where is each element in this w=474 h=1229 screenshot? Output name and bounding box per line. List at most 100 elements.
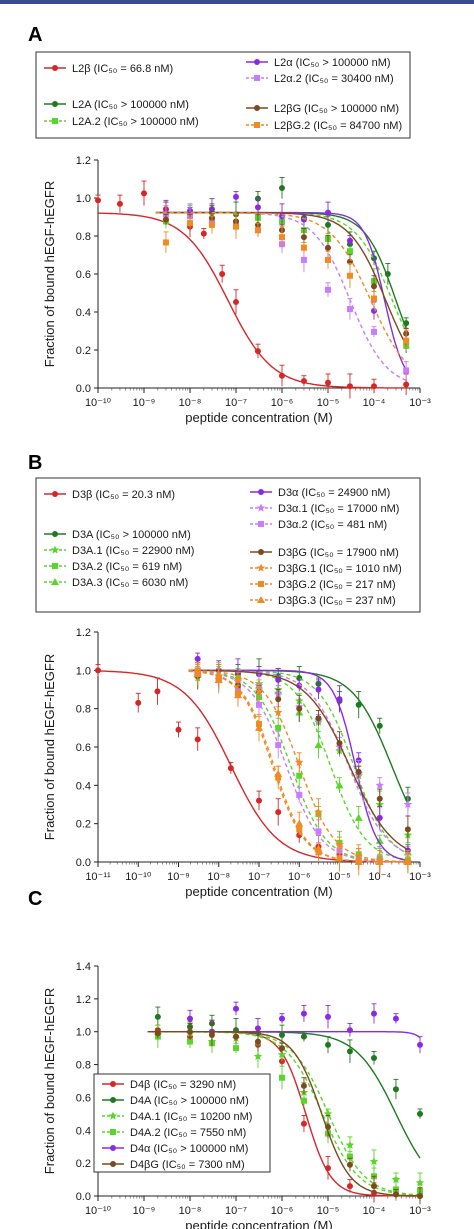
data-point — [346, 383, 353, 390]
data-point — [375, 836, 384, 844]
data-point — [375, 780, 384, 789]
data-point — [187, 1038, 193, 1045]
series-2 — [147, 1006, 423, 1159]
x-tick-label: 10⁻⁶ — [271, 397, 294, 409]
data-point — [371, 1010, 377, 1017]
fit-curve — [155, 211, 407, 346]
legend-marker — [52, 101, 58, 107]
data-point — [200, 230, 207, 237]
legend-entry: D3A (IC₅₀ > 100000 nM) — [44, 529, 191, 541]
data-point — [355, 768, 362, 775]
data-point — [300, 244, 307, 251]
legend-marker — [52, 491, 58, 497]
legend-marker — [254, 75, 260, 81]
legend-label: D3A (IC₅₀ > 100000 nM) — [72, 529, 191, 541]
data-point — [325, 209, 331, 216]
data-point — [417, 1110, 423, 1117]
data-point — [295, 757, 304, 766]
data-point — [392, 1015, 399, 1022]
x-tick-label: 10⁻⁸ — [207, 871, 230, 883]
data-point — [254, 227, 261, 234]
data-point — [279, 234, 285, 241]
y-tick-label: 0.8 — [76, 704, 91, 716]
x-tick-label: 10⁻⁴ — [368, 871, 391, 883]
data-point — [315, 715, 322, 722]
data-point — [254, 1025, 261, 1032]
x-tick-label: 10⁻³ — [409, 1205, 431, 1217]
y-tick-label: 0.4 — [76, 780, 91, 792]
y-tick-label: 1.2 — [76, 155, 91, 167]
data-point — [296, 705, 303, 712]
data-point — [371, 283, 377, 290]
legend-entry: D4A.1 (IC₅₀ = 10200 nM) — [102, 1111, 252, 1123]
data-point — [274, 769, 283, 777]
y-tick-label: 1.0 — [76, 193, 91, 205]
y-tick-label: 1.0 — [76, 1027, 91, 1039]
data-point — [162, 239, 169, 246]
panel-label-c: C — [28, 888, 43, 910]
legend-entry: L2βG (IC₅₀ > 100000 nM) — [246, 103, 399, 115]
data-point — [300, 234, 307, 241]
y-tick-label: 0.2 — [76, 1158, 91, 1170]
data-point — [135, 699, 142, 706]
legend-marker — [254, 122, 260, 128]
y-tick-label: 0.0 — [76, 1191, 91, 1203]
legend-entry: D3α.1 (IC₅₀ = 17000 nM) — [250, 503, 399, 515]
legend-marker — [254, 59, 260, 65]
data-point — [279, 185, 285, 192]
legend-marker — [110, 1129, 116, 1135]
legend-label: L2A (IC₅₀ > 100000 nM) — [72, 99, 189, 111]
x-tick-label: 10⁻⁷ — [225, 1205, 247, 1217]
legend-marker — [52, 563, 58, 569]
legend-marker — [258, 581, 264, 587]
data-point — [300, 1082, 307, 1089]
data-point — [296, 772, 303, 779]
legend-label: D3βG.1 (IC₅₀ = 1010 nM) — [278, 563, 402, 575]
data-point — [371, 1183, 377, 1190]
y-tick-label: 0.4 — [76, 307, 91, 319]
data-point — [253, 1051, 263, 1060]
legend-entry: D4βG (IC₅₀ = 7300 nM) — [102, 1159, 245, 1171]
panel-b: 0.0 0.2 0.4 0.6 0.8 1.0 1.2 10⁻¹¹ 10⁻¹⁰ 10⁻⁹ 10⁻⁸ 1… — [35, 477, 431, 899]
legend-label: L2A.2 (IC₅₀ > 100000 nM) — [72, 116, 199, 128]
legend-label: D3A.2 (IC₅₀ = 619 nM) — [72, 561, 182, 573]
data-point — [254, 348, 261, 355]
data-point — [336, 740, 343, 747]
data-point — [346, 1027, 353, 1034]
panel-c: 0.0 0.2 0.4 0.6 0.8 1.0 1.2 1.4 10⁻¹⁰ 10⁻⁹ 10⁻⁸ 10⁻… — [42, 961, 431, 1229]
legend-label: D3A.3 (IC₅₀ = 6030 nM) — [72, 577, 188, 589]
data-point — [417, 1193, 423, 1199]
legend-marker — [51, 578, 59, 585]
data-point — [371, 383, 377, 390]
data-point — [325, 221, 331, 228]
data-point — [154, 1030, 161, 1037]
legend-entry: L2α (IC₅₀ > 100000 nM) — [246, 57, 391, 69]
x-tick-label: 10⁻¹¹ — [85, 871, 111, 883]
data-point — [346, 248, 353, 255]
y-tick-label: 1.2 — [76, 994, 91, 1006]
fit-curve — [155, 211, 407, 333]
data-point — [403, 858, 412, 865]
data-point — [273, 708, 283, 717]
legend-marker — [256, 563, 266, 572]
x-tick-label: 10⁻⁸ — [179, 1205, 202, 1217]
data-point — [336, 696, 343, 703]
legend-entry: D4A.2 (IC₅₀ = 7550 nM) — [102, 1127, 246, 1139]
data-point — [384, 271, 391, 277]
fit-curve — [188, 670, 408, 863]
data-point — [346, 306, 353, 313]
x-tick-label: 10⁻¹⁰ — [125, 871, 152, 883]
data-point — [95, 667, 101, 674]
data-point — [375, 858, 384, 865]
data-point — [277, 1050, 287, 1059]
y-tick-label: 0.8 — [76, 1060, 91, 1072]
data-point — [346, 1183, 353, 1190]
data-point — [392, 1191, 399, 1198]
legend-label: D3α.1 (IC₅₀ = 17000 nM) — [278, 503, 399, 515]
data-point — [194, 736, 201, 743]
legend-entry: D3A.2 (IC₅₀ = 619 nM) — [44, 561, 182, 573]
data-point — [415, 1178, 425, 1187]
data-point — [392, 1086, 399, 1093]
data-point — [376, 814, 383, 821]
data-point — [279, 1015, 285, 1022]
